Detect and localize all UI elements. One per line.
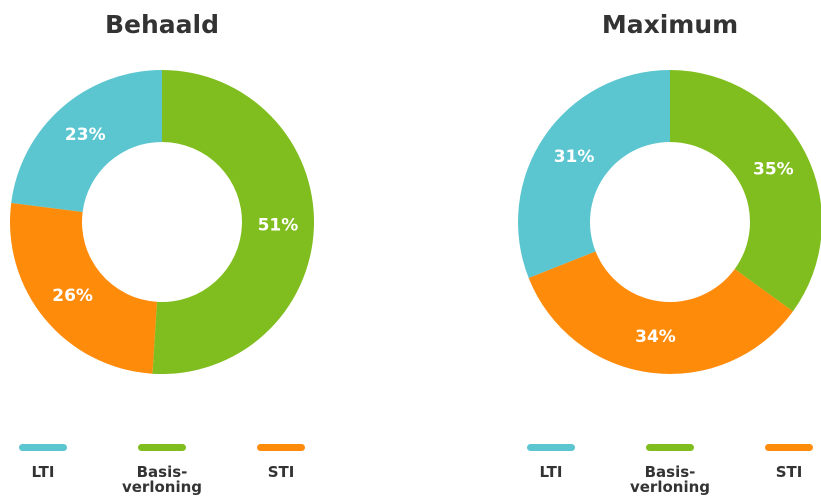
value-label: 34% [635, 327, 676, 347]
value-label: 51% [258, 216, 299, 236]
chart-title: Behaald [105, 10, 219, 39]
donut-slice [528, 251, 793, 374]
value-label: 35% [753, 159, 794, 179]
legend-swatch [257, 444, 305, 451]
donut-slice [11, 70, 163, 212]
legend-label: LTI [31, 463, 55, 481]
legend-swatch [527, 444, 575, 451]
value-label: 31% [554, 147, 595, 167]
legend-swatch [765, 444, 813, 451]
chart-title: Maximum [602, 10, 738, 39]
legend-swatch [138, 444, 186, 451]
legend-label: LTI [539, 463, 563, 481]
donut-slice [10, 202, 157, 374]
donut-slice [670, 70, 821, 312]
legend-label: Basis-verloning [121, 463, 203, 496]
donut-slice [518, 70, 670, 278]
legend-swatch [19, 444, 67, 451]
value-label: 26% [52, 286, 93, 306]
legend-label: STI [775, 463, 803, 481]
legend-label: Basis-verloning [629, 463, 711, 496]
donut-slice [152, 70, 315, 374]
legend-label: STI [267, 463, 295, 481]
value-label: 23% [65, 125, 106, 145]
legend-swatch [646, 444, 694, 451]
